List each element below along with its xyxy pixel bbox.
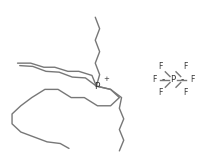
Text: -: - [181, 75, 184, 84]
Text: F: F [184, 88, 188, 97]
Text: F: F [184, 62, 188, 71]
Text: P: P [94, 82, 99, 91]
Text: F: F [190, 75, 194, 84]
Text: +: + [103, 76, 109, 82]
Text: -: - [162, 75, 165, 84]
Text: F: F [152, 75, 156, 84]
Text: F: F [158, 62, 162, 71]
Text: F: F [158, 88, 162, 97]
Text: P: P [170, 75, 176, 84]
